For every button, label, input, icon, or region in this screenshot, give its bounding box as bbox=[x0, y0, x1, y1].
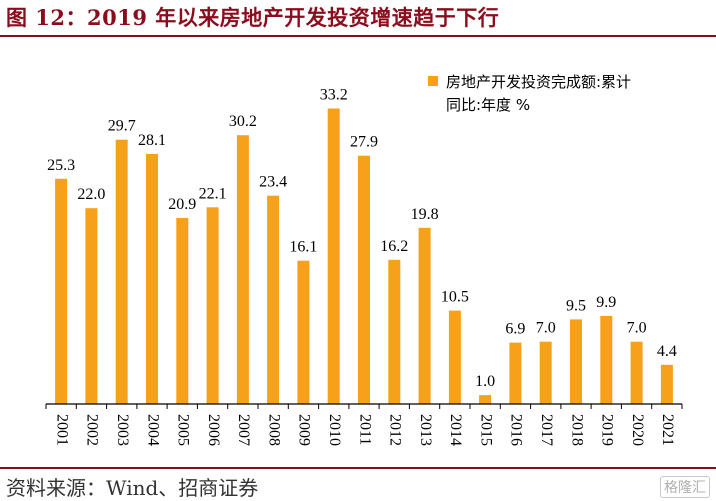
bar-2008 bbox=[267, 195, 280, 404]
value-label-2012: 16.2 bbox=[380, 238, 408, 255]
legend-label-line1: 房地产开发投资完成额:累计 bbox=[446, 73, 631, 91]
value-label-2015: 1.0 bbox=[475, 373, 495, 390]
x-tick-label-2001: 2001 bbox=[53, 414, 70, 446]
bar-2005 bbox=[176, 218, 189, 404]
x-tick-label-2010: 2010 bbox=[326, 414, 343, 446]
x-tick-label-2019: 2019 bbox=[599, 414, 616, 446]
legend-swatch bbox=[428, 76, 438, 86]
value-label-2020: 7.0 bbox=[627, 320, 647, 337]
bar-2020 bbox=[630, 341, 643, 404]
value-label-2009: 16.1 bbox=[289, 239, 317, 256]
bar-2014 bbox=[448, 310, 461, 405]
value-label-2005: 20.9 bbox=[168, 196, 196, 213]
value-label-2016: 6.9 bbox=[505, 321, 525, 338]
value-label-2018: 9.5 bbox=[566, 297, 586, 314]
value-label-2008: 23.4 bbox=[259, 174, 287, 191]
x-tick-label-2014: 2014 bbox=[447, 414, 464, 446]
bar-2007 bbox=[236, 135, 249, 404]
value-label-2017: 7.0 bbox=[536, 320, 556, 337]
value-label-2001: 25.3 bbox=[47, 157, 75, 174]
x-tick-label-2021: 2021 bbox=[659, 414, 676, 446]
bar-2001 bbox=[55, 178, 68, 404]
watermark-logo: 格隆汇 bbox=[660, 476, 710, 498]
value-label-2006: 22.1 bbox=[199, 185, 227, 202]
value-label-2010: 33.2 bbox=[320, 87, 348, 104]
x-tick-label-2018: 2018 bbox=[568, 414, 585, 446]
value-label-2002: 22.0 bbox=[77, 186, 105, 203]
legend-label-line2: 同比:年度 % bbox=[446, 96, 530, 114]
bar-2018 bbox=[570, 319, 582, 404]
bar-2017 bbox=[539, 341, 552, 404]
x-tick-label-2007: 2007 bbox=[235, 414, 252, 446]
x-tick-label-2003: 2003 bbox=[114, 414, 131, 446]
bar-2021 bbox=[660, 364, 673, 404]
title-divider bbox=[0, 35, 716, 37]
bar-2011 bbox=[358, 155, 370, 404]
bar-2019 bbox=[600, 315, 613, 404]
bar-2004 bbox=[146, 153, 158, 404]
bar-2010 bbox=[327, 108, 340, 404]
data-source: 资料来源：Wind、招商证券 bbox=[6, 476, 259, 500]
bar-2003 bbox=[115, 139, 128, 404]
bar-2009 bbox=[297, 260, 310, 404]
value-label-2021: 4.4 bbox=[657, 343, 677, 360]
bars-layer bbox=[55, 108, 673, 405]
x-tick-label-2011: 2011 bbox=[356, 414, 373, 445]
x-tick-label-2008: 2008 bbox=[265, 414, 282, 446]
bar-2002 bbox=[85, 208, 98, 404]
x-tick-label-2002: 2002 bbox=[84, 414, 101, 446]
chart-title: 图 12：2019 年以来房地产开发投资增速趋于下行 bbox=[6, 5, 500, 30]
footer-divider bbox=[0, 467, 716, 469]
x-ticks-layer: 2001 2002 2003 2004 2005 2006 2007 2008 2009 2010… bbox=[45, 404, 683, 446]
value-label-2007: 30.2 bbox=[229, 113, 257, 130]
value-label-2004: 28.1 bbox=[138, 132, 166, 149]
value-label-2014: 10.5 bbox=[441, 289, 469, 306]
x-tick-label-2016: 2016 bbox=[508, 414, 525, 446]
x-tick-label-2017: 2017 bbox=[538, 414, 555, 446]
x-tick-label-2005: 2005 bbox=[175, 414, 192, 446]
bar-2012 bbox=[388, 259, 401, 404]
legend: 房地产开发投资完成额:累计 同比:年度 % bbox=[428, 73, 631, 114]
x-tick-label-2004: 2004 bbox=[144, 414, 161, 446]
bar-chart: 25.322.0 29.728.1 20.922.1 30.2 23.4 16.1 33.2… bbox=[45, 73, 683, 446]
bar-2006 bbox=[206, 207, 219, 404]
x-tick-label-2012: 2012 bbox=[387, 414, 404, 446]
value-label-2003: 29.7 bbox=[108, 118, 136, 135]
x-tick-label-2013: 2013 bbox=[417, 414, 434, 446]
x-tick-label-2015: 2015 bbox=[477, 414, 494, 446]
value-labels-layer: 25.322.0 29.728.1 20.922.1 30.2 23.4 16.1 33.2… bbox=[47, 87, 677, 391]
value-label-2011: 27.9 bbox=[350, 134, 378, 151]
x-tick-label-2009: 2009 bbox=[296, 414, 313, 446]
bar-2013 bbox=[418, 227, 431, 404]
value-label-2013: 19.8 bbox=[411, 206, 439, 223]
value-label-2019: 9.9 bbox=[596, 294, 616, 311]
bar-2015 bbox=[479, 395, 492, 404]
x-tick-label-2006: 2006 bbox=[205, 414, 222, 446]
x-tick-label-2020: 2020 bbox=[629, 414, 646, 446]
bar-2016 bbox=[509, 342, 522, 404]
